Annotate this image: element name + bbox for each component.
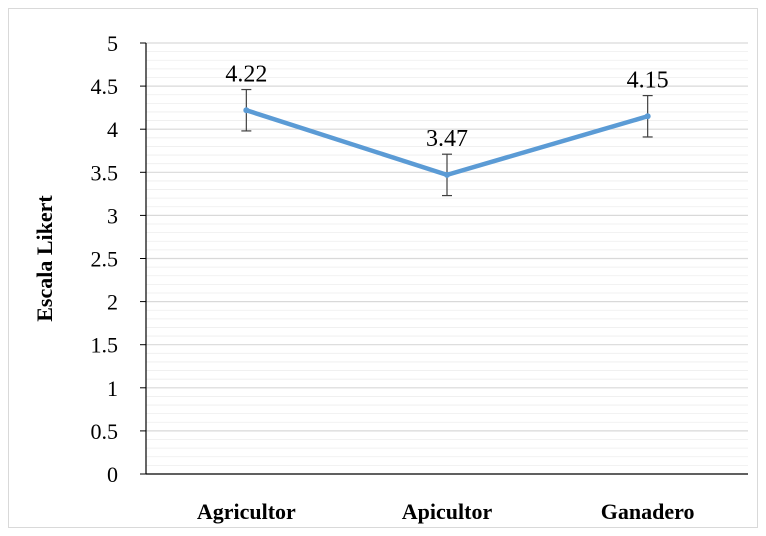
x-category-label: Ganadero <box>601 499 695 524</box>
series-group: 4.22 3.47 4.15 <box>225 62 669 197</box>
y-tick-label: 3 <box>107 203 118 228</box>
y-tick-label: 4.5 <box>91 74 119 99</box>
gridlines <box>146 42 748 466</box>
x-tick-labels: Agricultor Apicultor Ganadero <box>197 499 695 524</box>
y-tick-label: 1 <box>107 376 118 401</box>
data-label: 4.15 <box>627 68 669 94</box>
data-point <box>644 113 651 120</box>
data-label: 3.47 <box>426 126 468 152</box>
y-tick-label: 0.5 <box>91 419 119 444</box>
x-category-label: Agricultor <box>197 499 296 524</box>
y-tick-label: 5 <box>107 31 118 56</box>
x-category-label: Apicultor <box>402 499 493 524</box>
y-tick-label: 4 <box>107 117 118 142</box>
y-tick-label: 2 <box>107 290 118 315</box>
data-point <box>243 107 250 114</box>
y-tick-label: 3.5 <box>91 160 119 185</box>
y-axis-label: Escala Likert <box>32 195 57 322</box>
y-tick-labels: 0 0.5 1 1.5 2 2.5 3 3.5 4 4.5 5 <box>91 31 146 487</box>
data-point <box>444 171 450 178</box>
y-tick-label: 0 <box>107 462 118 487</box>
y-tick-label: 2.5 <box>91 247 119 272</box>
y-tick-label: 1.5 <box>91 333 119 358</box>
data-label: 4.22 <box>225 62 267 88</box>
